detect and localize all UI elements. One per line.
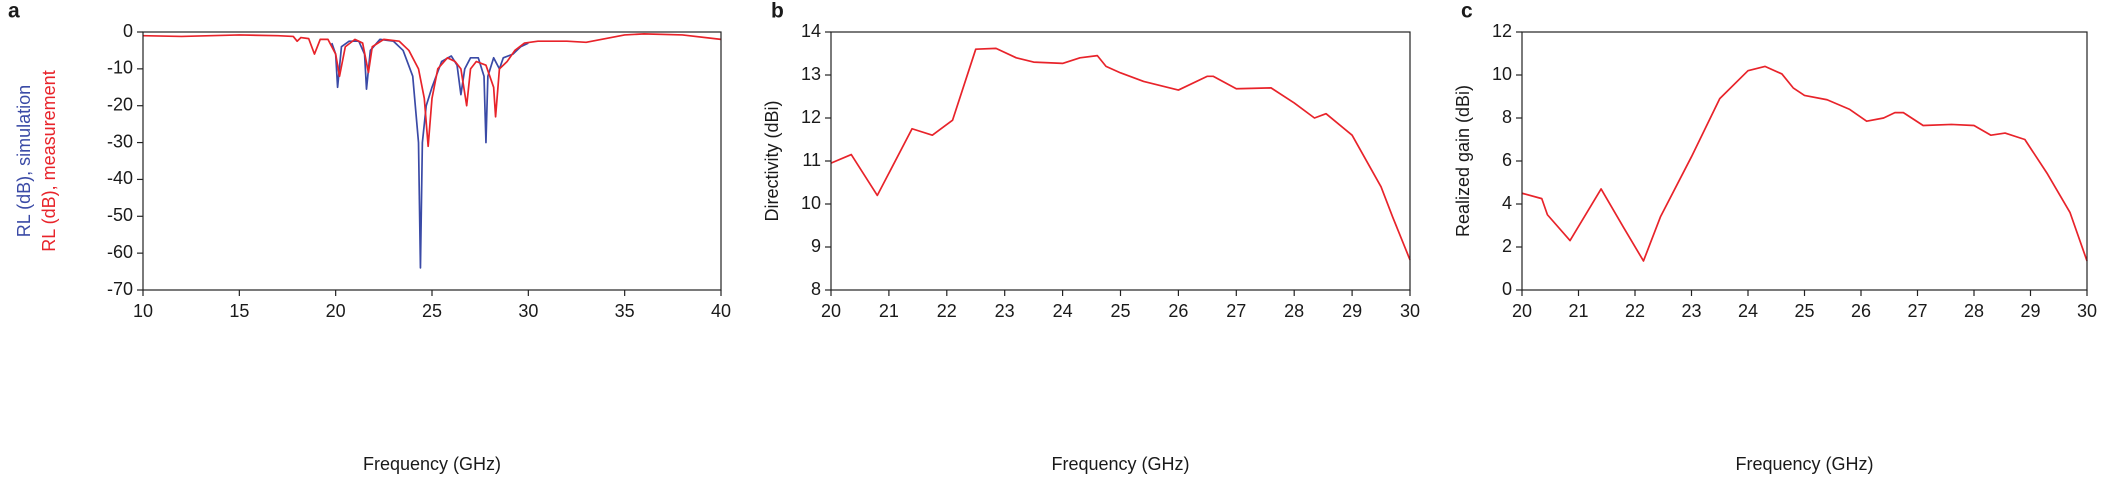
data-line [1521, 65, 2088, 262]
x-tick-label: 20 [821, 301, 841, 321]
x-axis-label: Frequency (GHz) [363, 454, 501, 474]
x-tick-label: 20 [1512, 301, 1532, 321]
x-tick-label: 21 [1568, 301, 1588, 321]
y-tick-label: 10 [801, 193, 821, 213]
x-tick-label: 21 [879, 301, 899, 321]
x-tick-label: 25 [1794, 301, 1814, 321]
y-tick-label: 9 [811, 236, 821, 256]
x-tick-label: 30 [2077, 301, 2097, 321]
x-tick-label: 27 [1907, 301, 1927, 321]
y-tick-label: 8 [811, 279, 821, 299]
x-tick-label: 24 [1738, 301, 1758, 321]
x-tick-label: 30 [518, 301, 538, 321]
y-tick-label: -50 [107, 205, 133, 225]
x-axis-label: Frequency (GHz) [1051, 454, 1189, 474]
x-tick-label: 28 [1964, 301, 1984, 321]
panel-label: c [1461, 0, 1473, 23]
x-tick-label: 26 [1168, 301, 1188, 321]
x-tick-label: 23 [995, 301, 1015, 321]
y-axis-label: Realized gain (dBi) [1453, 85, 1473, 237]
data-line [142, 32, 722, 148]
data-line [830, 47, 1411, 261]
plot-frame [142, 31, 722, 291]
x-tick-label: 29 [1342, 301, 1362, 321]
x-tick-label: 29 [2020, 301, 2040, 321]
y-tick-label: -60 [107, 242, 133, 262]
x-tick-label: 27 [1226, 301, 1246, 321]
x-tick-label: 22 [1625, 301, 1645, 321]
y-tick-label: 4 [1502, 193, 1512, 213]
x-tick-label: 20 [326, 301, 346, 321]
x-tick-label: 40 [711, 301, 731, 321]
y-tick-label: 11 [802, 150, 821, 170]
y-axis-label: Directivity (dBi) [762, 100, 782, 221]
y-axis-label: RL (dB), measurement [39, 70, 59, 251]
x-axis-label: Frequency (GHz) [1735, 454, 1873, 474]
plot-frame [830, 31, 1411, 291]
y-tick-label: -30 [107, 131, 133, 151]
y-tick-label: -70 [107, 279, 133, 299]
y-tick-label: -20 [107, 94, 133, 114]
y-tick-label: 0 [123, 21, 133, 41]
y-tick-label: 8 [1502, 107, 1512, 127]
y-tick-label: 0 [1502, 279, 1512, 299]
x-tick-label: 23 [1681, 301, 1701, 321]
y-tick-label: 12 [801, 107, 821, 127]
y-tick-label: -10 [107, 58, 133, 78]
y-tick-label: 10 [1492, 64, 1512, 84]
x-tick-label: 30 [1400, 301, 1420, 321]
panel-label: a [8, 0, 20, 23]
y-tick-label: -40 [107, 168, 133, 188]
y-tick-label: 13 [801, 64, 821, 84]
y-axis-label: RL (dB), simulation [14, 85, 34, 237]
x-tick-label: 28 [1284, 301, 1304, 321]
plot-frame [1521, 31, 2088, 291]
y-tick-label: 6 [1502, 150, 1512, 170]
x-tick-label: 35 [615, 301, 635, 321]
x-tick-label: 25 [1110, 301, 1130, 321]
x-tick-label: 15 [229, 301, 249, 321]
x-tick-label: 10 [133, 301, 153, 321]
x-tick-label: 22 [937, 301, 957, 321]
x-tick-label: 25 [422, 301, 442, 321]
y-tick-label: 14 [801, 21, 821, 41]
x-tick-label: 24 [1053, 301, 1073, 321]
y-tick-label: 12 [1492, 21, 1512, 41]
panel-label: b [771, 0, 784, 23]
x-tick-label: 26 [1851, 301, 1871, 321]
y-tick-label: 2 [1502, 236, 1512, 256]
data-line [331, 38, 529, 269]
